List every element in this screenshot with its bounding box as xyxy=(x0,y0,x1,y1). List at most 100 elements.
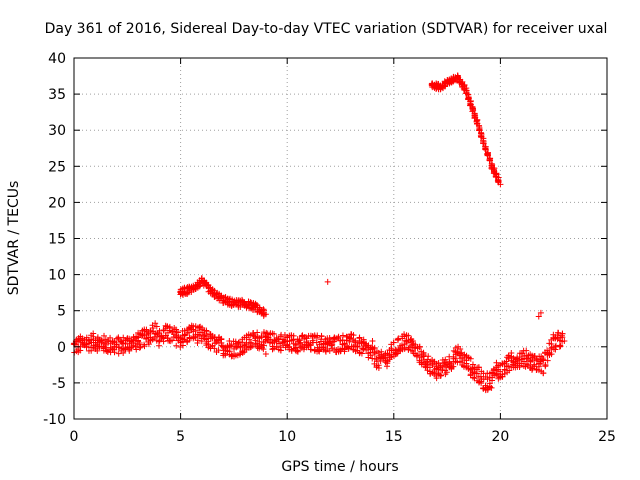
data-point-high-arc xyxy=(482,145,489,152)
data-point-main-band xyxy=(409,338,416,345)
data-point-main-band xyxy=(478,380,485,387)
grid-lines xyxy=(74,58,607,419)
chart-title: Day 361 of 2016, Sidereal Day-to-day VTE… xyxy=(45,21,608,37)
data-point-main-band xyxy=(290,336,297,343)
y-tick-label: 25 xyxy=(48,159,66,175)
data-point-main-band xyxy=(101,332,108,339)
y-tick-label: 15 xyxy=(48,232,66,248)
data-point-main-band xyxy=(524,361,531,368)
axes: 0 5 10 15 20 25 -10 -5 0 5 10 15 20 25 30 35 40 xyxy=(43,51,616,445)
data-point-high-arc xyxy=(467,100,474,107)
y-tick-label: 5 xyxy=(57,304,66,320)
data-point-main-band xyxy=(211,345,218,352)
data-point-main-band xyxy=(544,357,551,364)
data-point-main-band xyxy=(113,341,120,348)
data-point-main-band xyxy=(390,339,397,346)
data-point-main-band xyxy=(194,337,201,344)
data-point-main-band xyxy=(328,342,335,349)
data-point-main-band xyxy=(247,339,254,346)
data-point-main-band xyxy=(443,369,450,376)
x-axis-label: GPS time / hours xyxy=(281,459,398,475)
data-point-main-band xyxy=(166,323,173,330)
y-tick-label: 30 xyxy=(48,123,66,139)
data-point-main-band xyxy=(471,375,478,382)
data-point-main-band xyxy=(94,347,101,354)
y-tick-label: -5 xyxy=(52,376,66,392)
data-point-main-band xyxy=(420,352,427,359)
data-point-main-band xyxy=(168,337,175,344)
y-tick-label: 20 xyxy=(48,195,66,211)
data-point-main-band xyxy=(88,347,95,354)
data-point-main-band xyxy=(90,330,97,337)
data-point-main-band xyxy=(107,334,114,341)
data-point-main-band xyxy=(548,351,555,358)
data-point-main-band xyxy=(433,375,440,382)
data-point-main-band xyxy=(556,343,563,350)
y-tick-label: -10 xyxy=(43,412,66,428)
data-point-main-band xyxy=(205,338,212,345)
data-point-main-band xyxy=(469,361,476,368)
data-point-high-arc xyxy=(471,110,478,117)
data-point-high-arc xyxy=(486,157,493,164)
data-point-main-band xyxy=(237,344,244,351)
data-point-main-band xyxy=(120,350,127,357)
data-point-isolated-points xyxy=(262,351,269,358)
data-point-main-band xyxy=(277,347,284,354)
data-point-main-band xyxy=(309,337,316,344)
data-point-main-band xyxy=(203,328,210,335)
data-point-main-band xyxy=(316,348,323,355)
data-point-main-band xyxy=(136,340,143,347)
data-point-main-band xyxy=(186,334,193,341)
data-point-high-arc xyxy=(469,105,476,112)
data-point-high-arc xyxy=(465,91,472,98)
data-point-main-band xyxy=(173,342,180,349)
data-point-main-band xyxy=(346,338,353,345)
data-point-main-band xyxy=(442,356,449,363)
data-point-main-band xyxy=(548,340,555,347)
data-point-main-band xyxy=(260,346,267,353)
x-tick-label: 0 xyxy=(70,429,79,445)
data-point-main-band xyxy=(503,358,510,365)
data-point-main-band xyxy=(222,352,229,359)
data-point-main-band xyxy=(367,352,374,359)
data-point-main-band xyxy=(416,343,423,350)
data-point-high-arc xyxy=(463,85,470,92)
y-tick-label: 10 xyxy=(48,268,66,284)
data-point-main-band xyxy=(559,334,566,341)
data-point-high-arc xyxy=(497,181,504,188)
y-axis-label: SDTVAR / TECUs xyxy=(6,181,22,296)
data-point-main-band xyxy=(152,320,159,327)
data-point-main-band xyxy=(217,336,224,343)
data-point-isolated-points xyxy=(369,338,376,345)
data-point-main-band xyxy=(133,346,140,353)
data-point-main-band xyxy=(254,329,261,336)
data-point-main-band xyxy=(438,372,445,379)
data-point-main-band xyxy=(358,350,365,357)
data-point-isolated-points xyxy=(537,309,544,316)
data-point-main-band xyxy=(137,343,144,350)
data-point-main-band xyxy=(149,325,156,332)
y-tick-label: 0 xyxy=(57,340,66,356)
data-point-main-band xyxy=(375,365,382,372)
data-point-main-band xyxy=(294,347,301,354)
data-point-main-band xyxy=(98,337,105,344)
x-tick-label: 25 xyxy=(598,429,616,445)
data-point-main-band xyxy=(111,349,118,356)
data-point-main-band xyxy=(542,361,549,368)
data-point-main-band xyxy=(258,334,265,341)
data-point-main-band xyxy=(115,350,122,357)
data-point-main-band xyxy=(473,370,480,377)
y-tick-label: 40 xyxy=(48,51,66,67)
data-point-main-band xyxy=(184,339,191,346)
data-point-main-band xyxy=(557,343,564,350)
data-point-afternoon-arc xyxy=(196,283,203,290)
x-tick-label: 10 xyxy=(278,429,296,445)
x-tick-label: 5 xyxy=(176,429,185,445)
data-point-main-band xyxy=(378,348,385,355)
y-tick-label: 35 xyxy=(48,87,66,103)
data-point-main-band xyxy=(269,345,276,352)
data-point-main-band xyxy=(215,347,222,354)
data-point-main-band xyxy=(218,339,225,346)
x-tick-label: 15 xyxy=(385,429,403,445)
data-point-high-arc xyxy=(480,140,487,147)
